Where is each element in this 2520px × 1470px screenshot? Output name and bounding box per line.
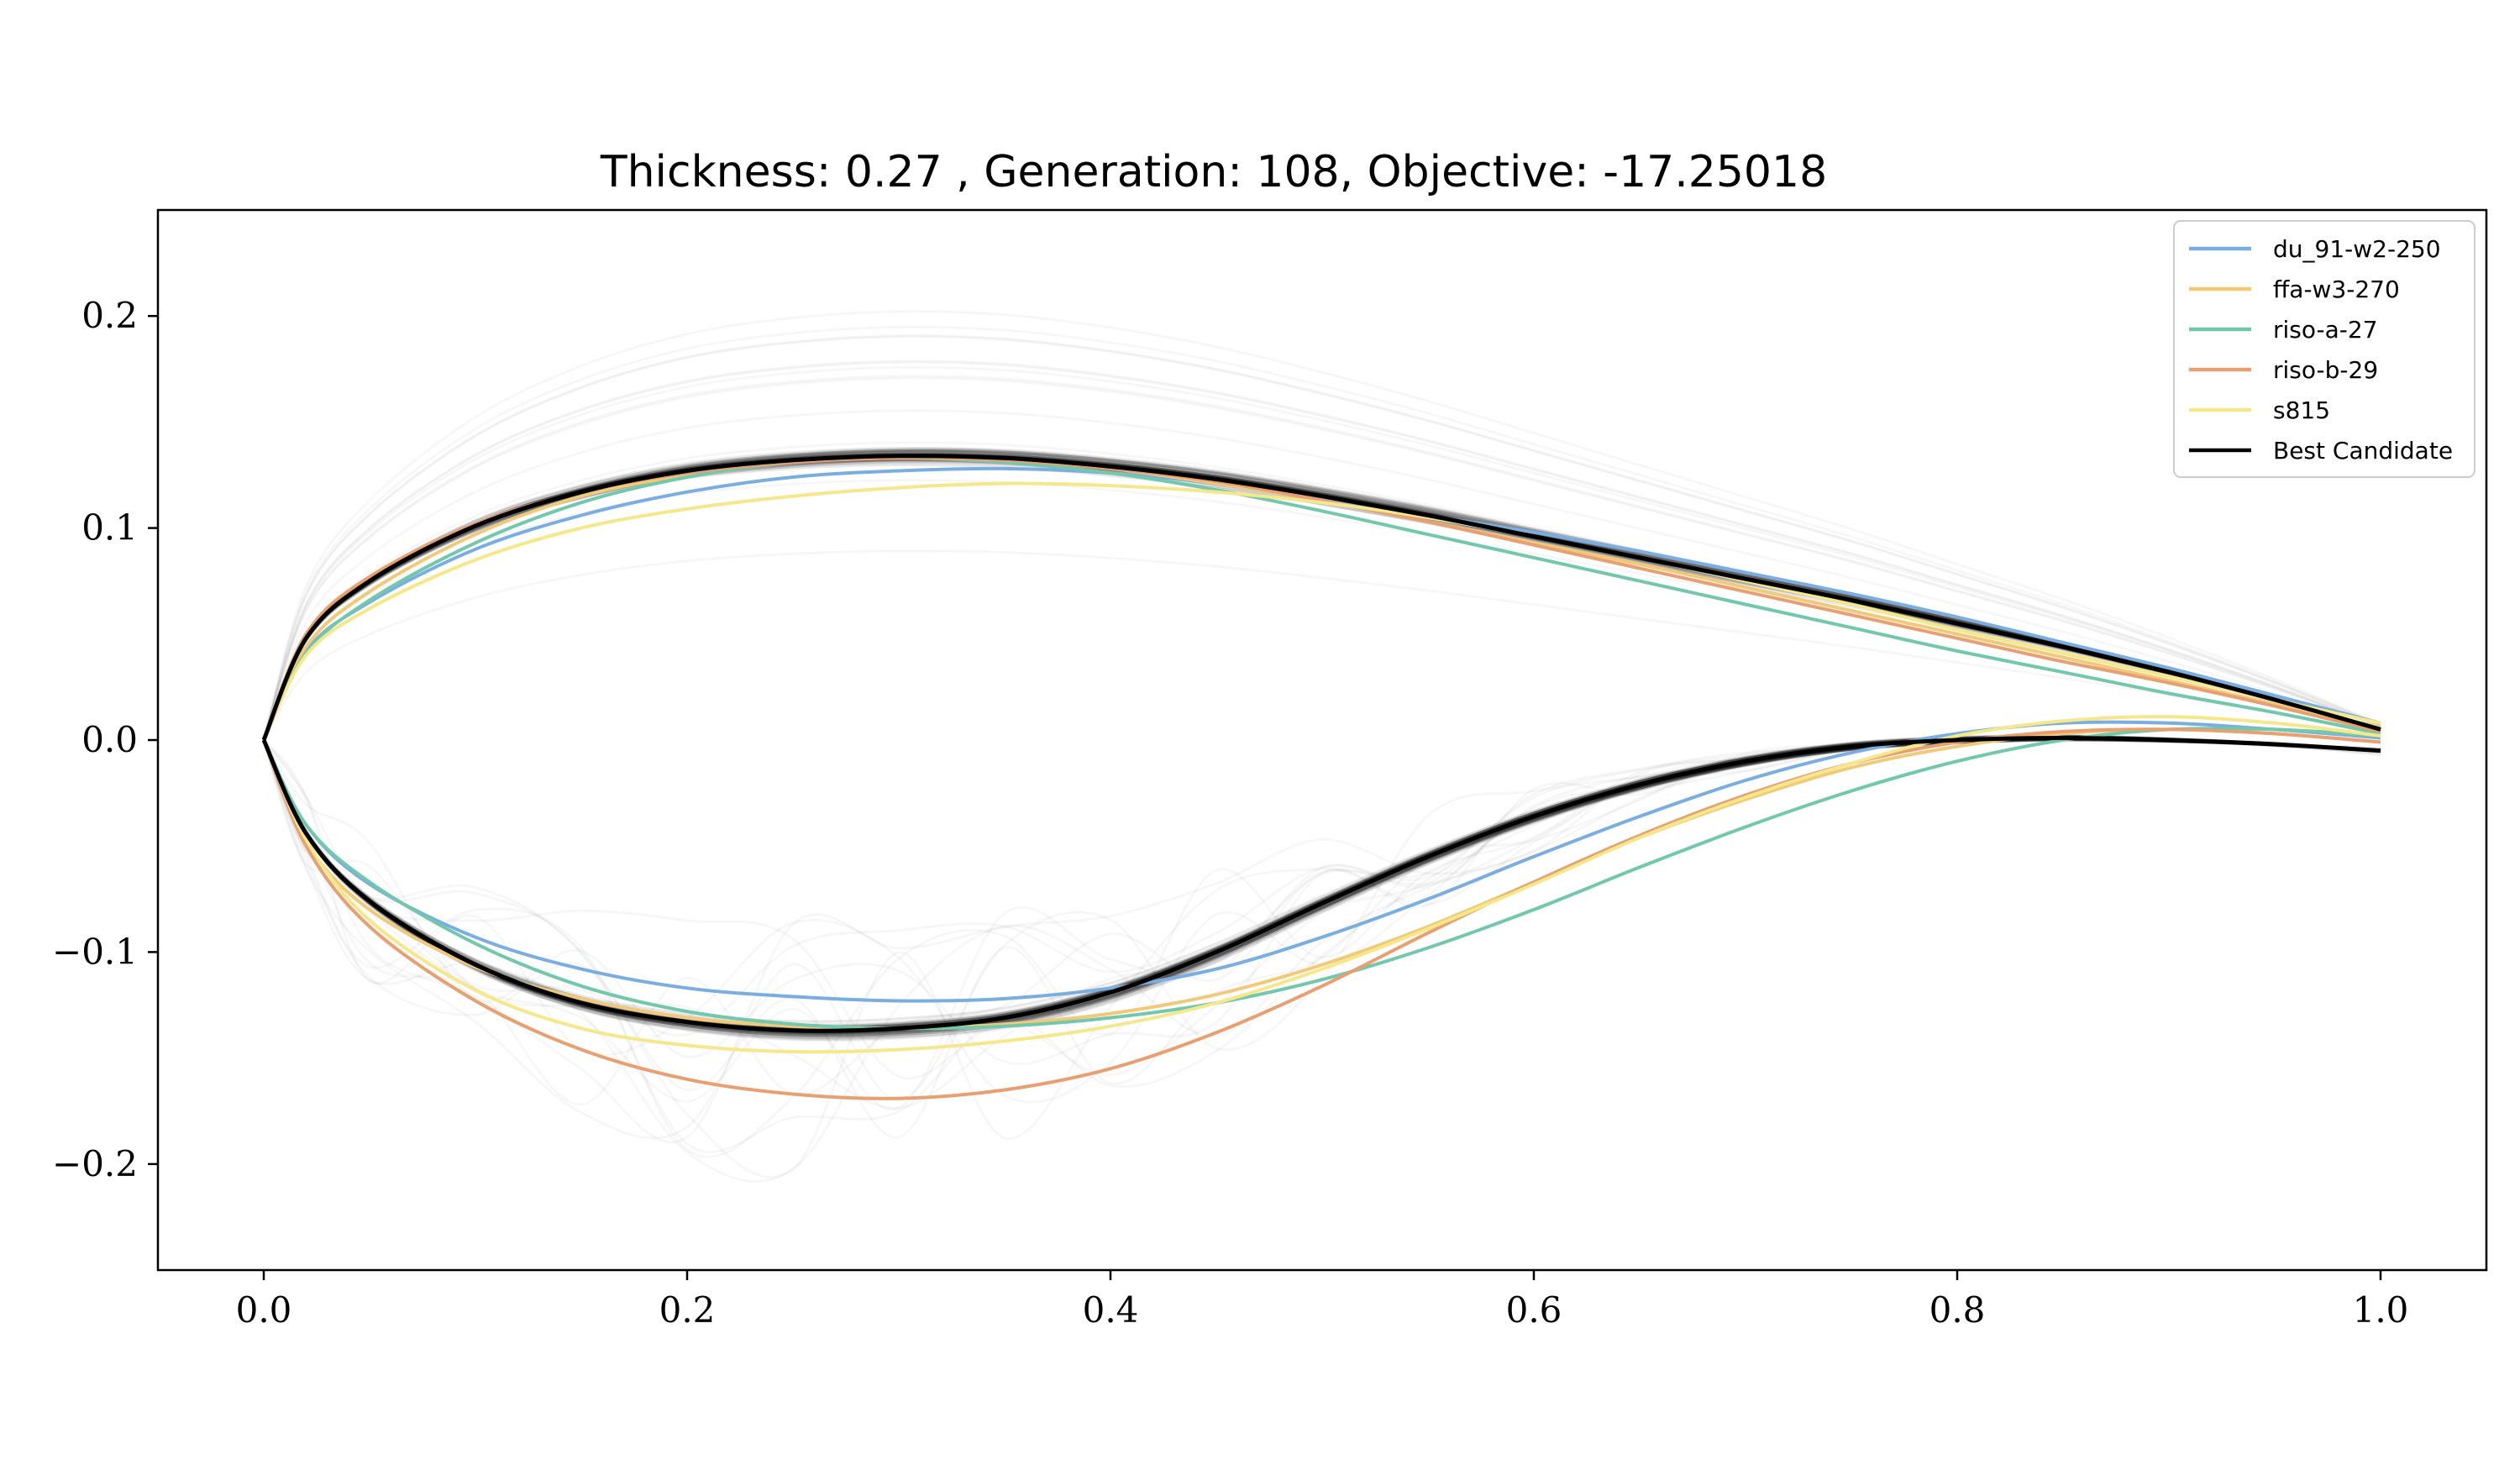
ghost-curve-lower	[262, 738, 2381, 1040]
x-tick-label: 0.4	[1083, 1289, 1139, 1331]
plot-area	[261, 447, 2381, 1100]
series-riso-a-27	[262, 456, 2381, 1031]
x-tick-label: 0.6	[1506, 1289, 1562, 1331]
legend-label-best-candidate: Best Candidate	[2273, 437, 2453, 465]
x-tick-label: 1.0	[2353, 1289, 2409, 1331]
ghost-curve-lower	[262, 738, 2381, 1042]
y-tick-label: −0.2	[52, 1143, 138, 1184]
x-axis: 0.0 0.2 0.4 0.6 0.8 1.0	[236, 1270, 2409, 1331]
x-tick-label: 0.2	[659, 1289, 716, 1331]
ghost-curve-upper	[262, 449, 2381, 741]
series-line-riso-a-27-lower	[262, 727, 2381, 1031]
series-best-candidate	[261, 454, 2381, 1033]
chart-title: Thickness: 0.27 , Generation: 108, Objec…	[600, 147, 1827, 197]
legend-label-riso-b-29: riso-b-29	[2273, 356, 2378, 384]
y-tick-label: 0.0	[81, 719, 138, 760]
y-tick-label: 0.2	[81, 295, 138, 336]
ghost-curve-upper	[262, 447, 2381, 741]
legend-box	[2173, 220, 2475, 478]
series-line-s815-upper	[262, 481, 2381, 741]
series-s815	[262, 481, 2381, 1054]
y-tick-label: 0.1	[81, 507, 138, 549]
x-tick-label: 0.0	[236, 1289, 292, 1331]
ghost-curve-lower	[262, 738, 2381, 1037]
series-line-s815-lower	[262, 715, 2381, 1054]
series-line-riso-b-29-lower	[262, 727, 2381, 1100]
legend-label-riso-a-27: riso-a-27	[2273, 316, 2378, 344]
series-line-riso-a-27-upper	[262, 456, 2381, 741]
legend-label-ffa-w3-270: ffa-w3-270	[2273, 276, 2400, 303]
series-line-best-candidate-lower	[261, 735, 2381, 1033]
series-line-best-candidate-upper	[261, 454, 2381, 741]
ghost-curve-lower	[262, 738, 2381, 1039]
ghost-curve-upper	[262, 449, 2381, 741]
legend-label-s815: s815	[2273, 396, 2330, 424]
y-tick-label: −0.1	[52, 931, 138, 972]
y-axis: −0.2 −0.1 0.0 0.1 0.2	[52, 295, 158, 1184]
x-tick-label: 0.8	[1929, 1289, 1986, 1331]
ghost-curve-lower	[262, 738, 2381, 1037]
legend: du_91-w2-250 ffa-w3-270 riso-a-27 riso-b-29…	[2173, 220, 2475, 478]
series-layer	[261, 454, 2381, 1100]
legend-label-du-91-w2-250: du_91-w2-250	[2273, 235, 2441, 263]
